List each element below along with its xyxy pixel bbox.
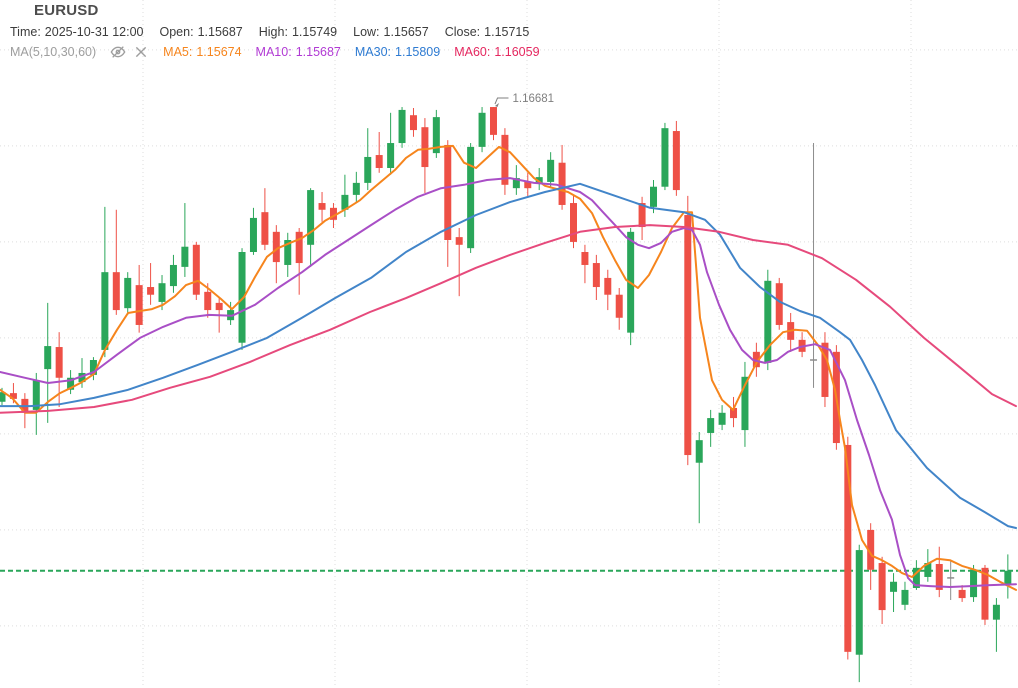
bearish-candle-body[interactable] [524,181,532,189]
bearish-candle-body[interactable] [261,212,269,245]
ma-line-ma5 [0,144,1017,591]
bearish-candle-body[interactable] [272,231,280,263]
bullish-candle-body[interactable] [78,372,86,383]
bullish-candle-body[interactable] [398,109,406,144]
bullish-candle-body[interactable] [912,567,920,588]
bullish-candle-body[interactable] [101,272,109,350]
bearish-candle-body[interactable] [455,237,463,245]
bearish-candle-body[interactable] [684,215,692,456]
bullish-candle-body[interactable] [169,264,177,287]
bullish-candle-body[interactable] [512,178,520,189]
bearish-candle-body[interactable] [295,231,303,264]
bearish-candle-body[interactable] [615,294,623,318]
bullish-candle-body[interactable] [467,146,475,249]
bullish-candle-body[interactable] [718,412,726,425]
bullish-candle-body[interactable] [478,112,486,147]
bullish-candle-body[interactable] [238,252,246,343]
bearish-candle-body[interactable] [672,131,680,191]
bullish-candle-body[interactable] [650,186,658,207]
bearish-candle-body[interactable] [604,277,612,295]
bearish-candle-body[interactable] [935,564,943,590]
high-price-annotation: 1.16681 [512,93,554,105]
bullish-candle-body[interactable] [764,280,772,363]
bullish-candle-body[interactable] [890,581,898,592]
ma-line-ma60 [0,224,1017,414]
bearish-candle-body[interactable] [958,589,966,599]
bullish-candle-body[interactable] [284,240,292,265]
bearish-candle-body[interactable] [775,283,783,325]
bullish-candle-body[interactable] [387,143,395,168]
bearish-candle-body[interactable] [444,144,452,240]
eye-hidden-icon[interactable] [110,44,126,60]
bullish-candle-body[interactable] [547,159,555,182]
bullish-candle-body[interactable] [432,117,440,154]
bullish-candle-body[interactable] [992,604,1000,620]
bearish-candle-body[interactable] [489,107,497,135]
bullish-candle-body[interactable] [707,418,715,433]
bearish-candle-body[interactable] [135,285,143,325]
bullish-candle-body[interactable] [695,440,703,463]
bullish-candle-body[interactable] [901,589,909,605]
bearish-candle-body[interactable] [421,127,429,168]
bullish-candle-body[interactable] [341,194,349,210]
indicator-controls [110,44,149,60]
bearish-candle-body[interactable] [147,287,155,295]
bearish-candle-body[interactable] [9,393,17,399]
bearish-candle-body[interactable] [981,567,989,620]
bearish-candle-body[interactable] [570,203,577,242]
bullish-candle-body[interactable] [855,550,863,655]
bearish-candle-body[interactable] [55,347,63,378]
bullish-candle-body[interactable] [249,217,257,252]
bullish-candle-body[interactable] [364,156,372,183]
bullish-candle-body[interactable] [924,563,932,577]
bullish-candle-body[interactable] [181,246,189,267]
bullish-candle-body[interactable] [44,346,52,370]
bullish-candle-body[interactable] [535,177,543,183]
bearish-candle-body[interactable] [638,203,646,228]
bullish-candle-body[interactable] [158,283,166,302]
bullish-candle-body[interactable] [89,360,97,375]
bearish-candle-body[interactable] [501,134,509,185]
bullish-candle-body[interactable] [32,380,40,410]
bullish-candle-body[interactable] [0,392,6,402]
bearish-candle-body[interactable] [867,529,875,570]
bearish-candle-body[interactable] [329,207,337,220]
annotation-arrowhead [494,103,499,108]
ma-line-ma30 [0,182,1017,529]
bullish-candle-body[interactable] [970,569,978,598]
bullish-candle-body[interactable] [661,128,669,187]
bearish-candle-body[interactable] [112,272,120,311]
bearish-candle-body[interactable] [581,252,589,265]
bearish-candle-body[interactable] [844,444,852,652]
bullish-candle-body[interactable] [67,377,75,390]
bearish-candle-body[interactable] [375,155,383,168]
bullish-candle-body[interactable] [352,182,360,195]
bearish-candle-body[interactable] [592,263,600,288]
bearish-candle-body[interactable] [318,203,326,210]
bearish-candle-body[interactable] [752,351,760,368]
bullish-candle-body[interactable] [1004,570,1012,585]
bearish-candle-body[interactable] [878,563,886,611]
bearish-candle-body[interactable] [821,342,829,397]
bearish-candle-body[interactable] [204,291,212,311]
close-icon[interactable] [133,44,149,60]
bullish-candle-body[interactable] [307,190,315,245]
bearish-candle-body[interactable] [409,115,417,131]
bearish-candle-body[interactable] [192,244,200,295]
annotation-arrow [494,97,509,105]
ma-line-ma10 [0,177,1017,588]
bearish-candle-body[interactable] [730,408,738,419]
bullish-candle-body[interactable] [124,277,132,309]
bearish-candle-body[interactable] [558,162,566,205]
bullish-candle-body[interactable] [741,376,749,431]
bearish-candle-body[interactable] [215,302,223,311]
